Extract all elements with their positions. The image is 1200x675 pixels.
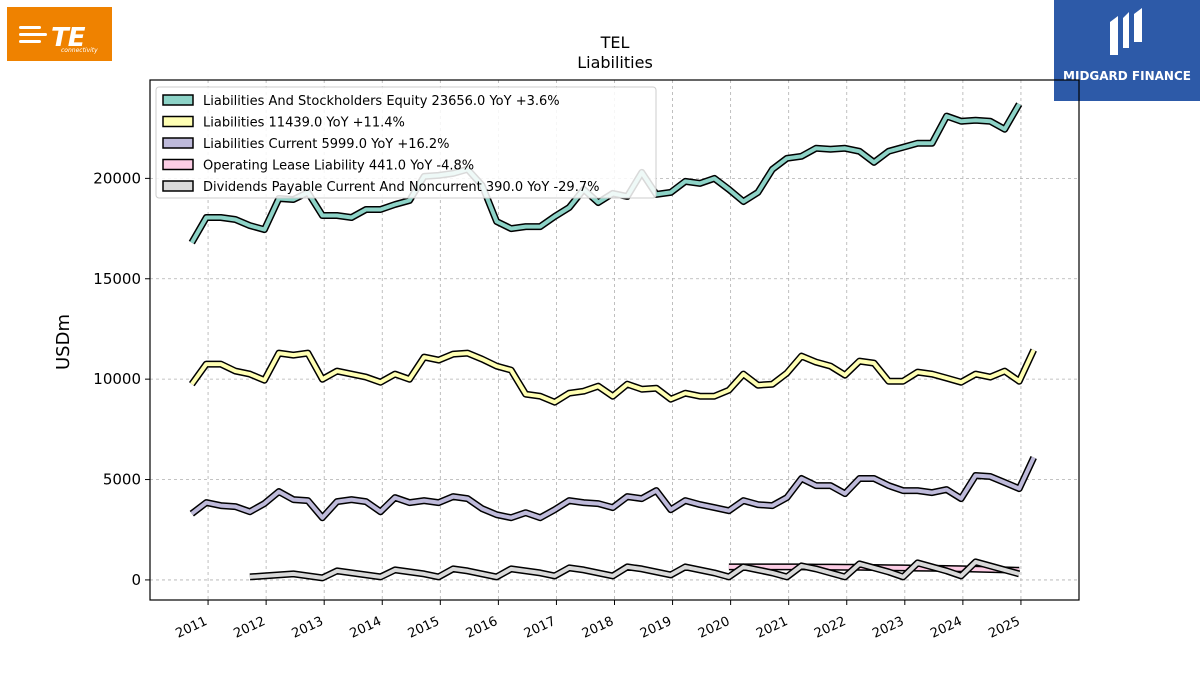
legend-swatch bbox=[162, 158, 194, 171]
legend-entry: Dividends Payable Current And Noncurrent… bbox=[203, 180, 599, 195]
te-logo-stripes bbox=[19, 26, 47, 47]
legend-entry: Liabilities And Stockholders Equity 2365… bbox=[203, 94, 560, 109]
legend-box bbox=[155, 86, 657, 199]
y-tick-label: 5000 bbox=[103, 471, 141, 489]
x-tick-label: 2017 bbox=[522, 614, 558, 642]
legend-entry: Operating Lease Liability 441.0 YoY -4.8… bbox=[203, 159, 474, 174]
chart-subtitle: Liabilities bbox=[577, 53, 653, 72]
legend-swatch bbox=[162, 137, 194, 149]
y-tick-label: 20000 bbox=[93, 169, 141, 187]
legend-swatch bbox=[162, 94, 194, 106]
legend-swatch bbox=[162, 115, 194, 128]
y-tick-label: 0 bbox=[131, 571, 141, 589]
y-axis: 0 5000 10000 15000 20000 bbox=[93, 169, 150, 589]
x-tick-label: 2012 bbox=[231, 614, 267, 642]
x-tick-label: 2021 bbox=[754, 614, 790, 642]
legend-entry: Liabilities 11439.0 YoY +11.4% bbox=[203, 116, 405, 131]
x-axis: 2011 2012 2013 2014 2015 2016 2017 2018 2019 2020… bbox=[173, 600, 1023, 642]
x-tick-label: 2023 bbox=[870, 614, 906, 642]
chart-title: TEL bbox=[600, 33, 630, 52]
midgard-emblem-icon bbox=[1110, 8, 1142, 55]
x-tick-label: 2013 bbox=[290, 614, 326, 642]
x-tick-label: 2011 bbox=[173, 614, 209, 642]
series-line-1 bbox=[190, 349, 1036, 405]
x-tick-label: 2024 bbox=[928, 614, 964, 642]
te-logo-text: TE bbox=[51, 23, 85, 53]
te-logo-subtext: connectivity bbox=[61, 47, 98, 54]
te-connectivity-logo: TE connectivity bbox=[7, 7, 112, 61]
x-tick-label: 2022 bbox=[812, 614, 848, 642]
y-tick-label: 10000 bbox=[93, 370, 141, 388]
midgard-finance-logo: MIDGARD FINANCE bbox=[1054, 0, 1200, 101]
x-tick-label: 2018 bbox=[580, 614, 616, 642]
series-line-4 bbox=[249, 559, 1020, 580]
x-tick-label: 2014 bbox=[348, 614, 384, 642]
legend-entry: Liabilities Current 5999.0 YoY +16.2% bbox=[203, 137, 450, 152]
x-tick-label: 2020 bbox=[696, 614, 732, 642]
x-tick-label: 2016 bbox=[464, 614, 500, 642]
midgard-logo-text: MIDGARD FINANCE bbox=[1063, 69, 1191, 83]
y-tick-label: 15000 bbox=[93, 270, 141, 288]
y-axis-label: USDm bbox=[53, 314, 74, 370]
x-tick-label: 2019 bbox=[638, 614, 674, 642]
legend-swatch bbox=[162, 180, 194, 192]
x-tick-label: 2015 bbox=[406, 614, 442, 642]
series-line-2 bbox=[190, 456, 1036, 520]
x-tick-label: 2025 bbox=[986, 614, 1022, 642]
chart-legend: Liabilities And Stockholders Equity 2365… bbox=[155, 86, 657, 199]
